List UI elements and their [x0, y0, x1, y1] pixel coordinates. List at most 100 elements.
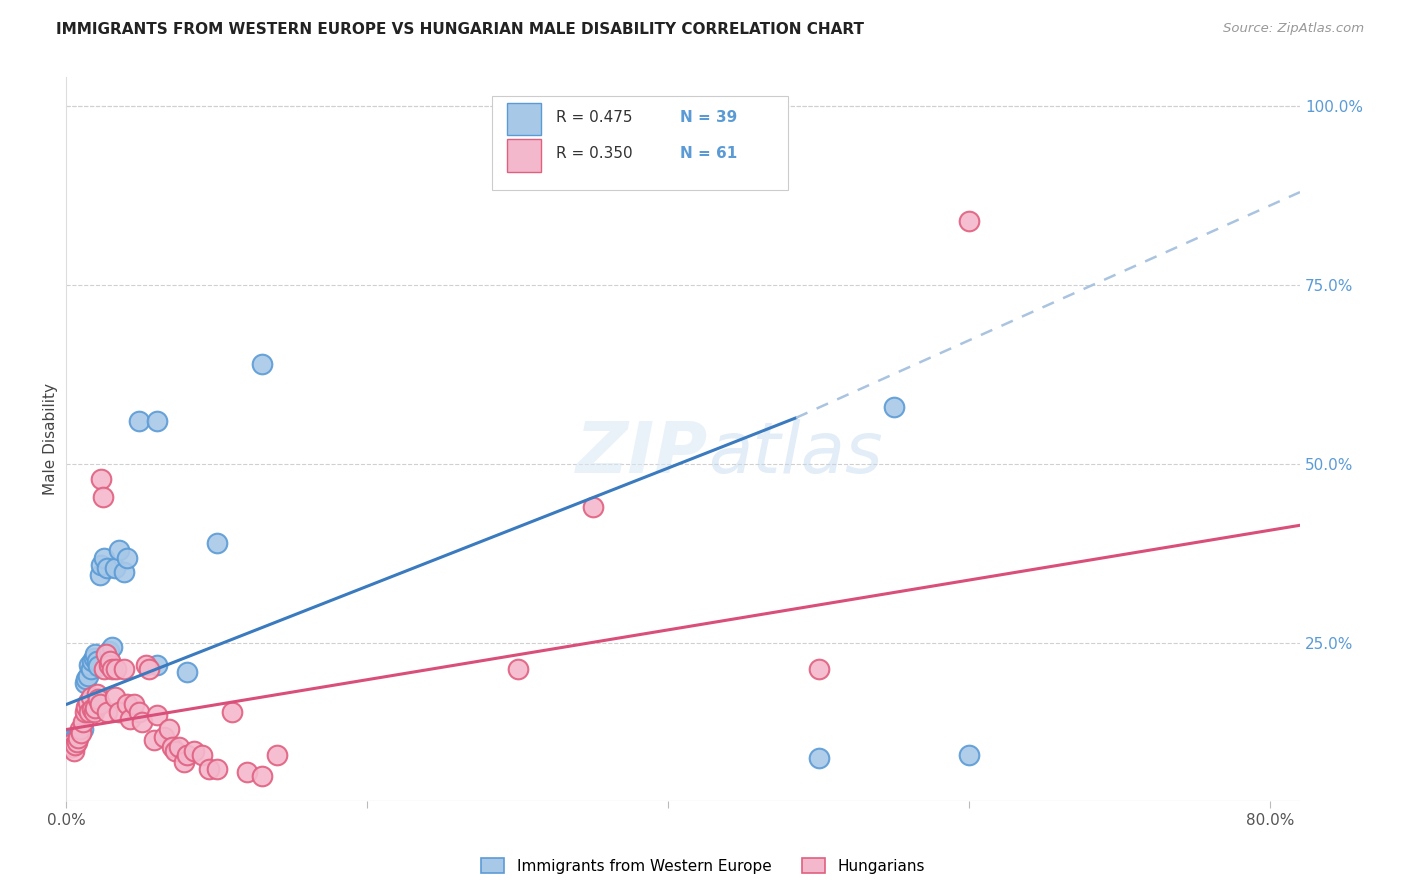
Point — [87, 692, 110, 706]
Text: R = 0.475: R = 0.475 — [557, 110, 633, 125]
Point — [77, 705, 100, 719]
Text: ZIP: ZIP — [575, 419, 707, 488]
Point — [115, 698, 138, 712]
Point — [173, 755, 195, 769]
Point — [807, 751, 830, 765]
Point — [73, 676, 96, 690]
Point — [160, 740, 183, 755]
Point — [97, 643, 120, 657]
Point — [86, 687, 108, 701]
Point — [582, 500, 605, 515]
Point — [65, 731, 87, 745]
Point — [100, 662, 122, 676]
Point — [145, 414, 167, 428]
Point — [183, 744, 205, 758]
Point — [128, 705, 150, 719]
Point — [128, 414, 150, 428]
Point — [79, 662, 101, 676]
Point — [62, 740, 84, 755]
Point — [145, 658, 167, 673]
Point — [205, 762, 228, 776]
Point — [97, 658, 120, 673]
Point — [191, 747, 214, 762]
Point — [176, 665, 198, 680]
Text: R = 0.350: R = 0.350 — [557, 146, 633, 161]
Point — [163, 744, 186, 758]
Point — [63, 744, 86, 758]
Point — [72, 715, 94, 730]
Point — [69, 726, 91, 740]
Bar — [506, 139, 541, 171]
Point — [118, 712, 141, 726]
Point — [77, 658, 100, 673]
Point — [75, 673, 97, 687]
Point — [169, 740, 191, 755]
Point — [104, 690, 127, 705]
Point — [112, 662, 135, 676]
Point — [96, 705, 118, 719]
Point — [75, 699, 97, 714]
Point — [957, 747, 980, 762]
Point — [105, 662, 128, 676]
Point — [89, 568, 111, 582]
Point — [108, 543, 131, 558]
Text: atlas: atlas — [707, 419, 883, 488]
Point — [138, 662, 160, 676]
Point — [100, 640, 122, 654]
Point — [90, 558, 112, 572]
Point — [87, 659, 110, 673]
Legend: Immigrants from Western Europe, Hungarians: Immigrants from Western Europe, Hungaria… — [475, 852, 931, 880]
Point — [104, 561, 127, 575]
Point — [59, 735, 82, 749]
Point — [157, 723, 180, 737]
Point — [883, 400, 905, 414]
Point — [96, 561, 118, 575]
Point — [236, 765, 259, 780]
Point — [67, 731, 90, 745]
Point — [250, 357, 273, 371]
Point — [266, 747, 288, 762]
Point — [176, 747, 198, 762]
Point — [83, 650, 105, 665]
Point — [198, 762, 221, 776]
Point — [76, 695, 98, 709]
Point — [84, 647, 107, 661]
Bar — [492, 95, 789, 190]
Point — [112, 565, 135, 579]
Point — [72, 723, 94, 737]
Point — [79, 690, 101, 705]
Point — [957, 213, 980, 227]
Point — [807, 662, 830, 676]
Point — [205, 536, 228, 550]
Point — [76, 669, 98, 683]
Point — [94, 647, 117, 661]
Point — [70, 723, 93, 738]
Point — [83, 705, 105, 719]
Point — [86, 654, 108, 668]
Point — [65, 738, 87, 752]
Text: IMMIGRANTS FROM WESTERN EUROPE VS HUNGARIAN MALE DISABILITY CORRELATION CHART: IMMIGRANTS FROM WESTERN EUROPE VS HUNGAR… — [56, 22, 865, 37]
Point — [91, 490, 114, 504]
Point — [131, 715, 153, 730]
Point — [80, 654, 103, 668]
Point — [58, 733, 80, 747]
Point — [145, 708, 167, 723]
Point — [90, 472, 112, 486]
Point — [250, 769, 273, 783]
Text: N = 39: N = 39 — [679, 110, 737, 125]
Point — [122, 698, 145, 712]
Point — [70, 726, 93, 740]
Point — [66, 735, 89, 749]
Point — [93, 662, 115, 676]
Point — [63, 737, 86, 751]
Point — [80, 702, 103, 716]
Point — [108, 705, 131, 719]
Point — [506, 662, 529, 676]
Point — [93, 550, 115, 565]
Point — [98, 654, 121, 668]
Text: N = 61: N = 61 — [679, 146, 737, 161]
Point — [66, 733, 89, 747]
Y-axis label: Male Disability: Male Disability — [44, 384, 58, 495]
Point — [142, 733, 165, 747]
Point — [135, 658, 157, 673]
